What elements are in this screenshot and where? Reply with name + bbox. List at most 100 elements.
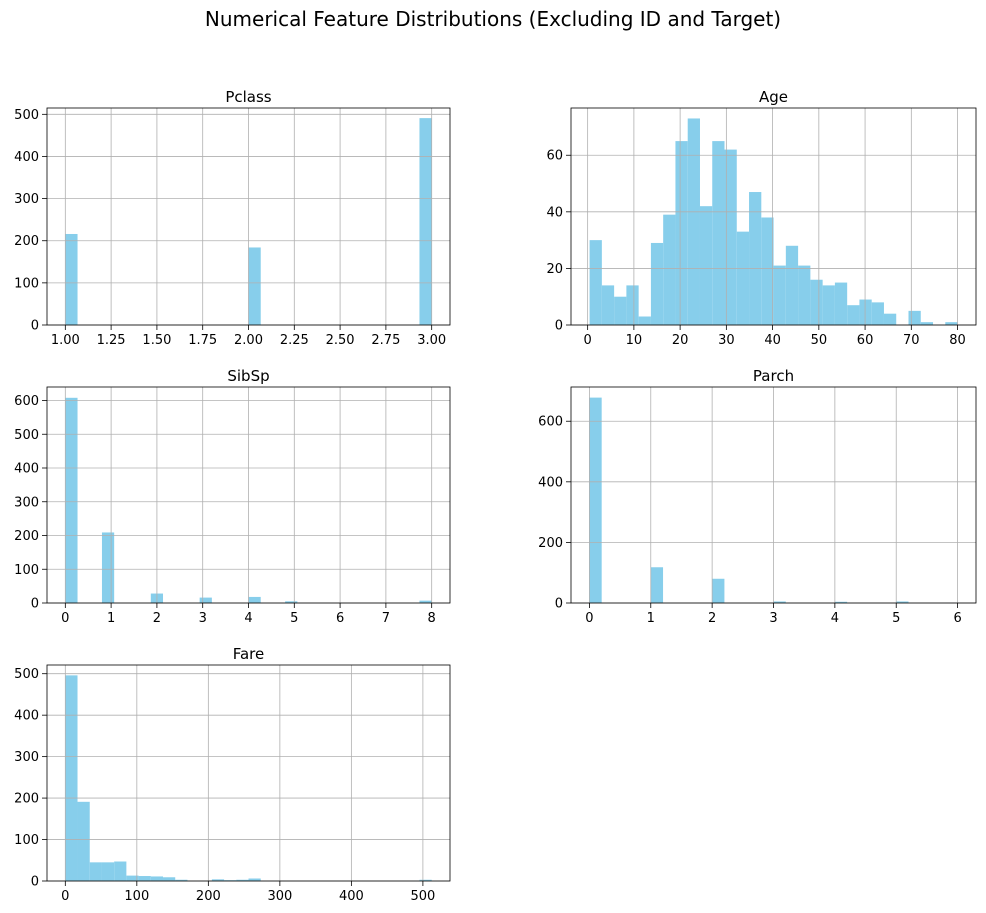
histogram-bar [638,316,651,325]
histogram-bar [126,875,139,881]
y-tick-label: 200 [14,234,39,249]
y-tick-label: 0 [31,875,39,890]
x-tick-label: 0 [585,611,593,626]
histogram-bar [908,310,921,325]
histogram-bar [248,878,261,881]
histogram-bar [834,601,848,603]
histogram-bar [810,279,823,325]
histogram-bar [699,206,713,325]
x-tick-label: 0 [61,611,69,626]
x-tick-label: 1.50 [142,333,171,348]
y-tick-label: 500 [14,108,39,123]
x-tick-label: 8 [428,611,436,626]
y-tick-label: 300 [14,192,39,207]
panel-title: SibSp [227,367,269,385]
x-tick-label: 40 [764,333,781,348]
histogram-bar [920,322,934,325]
histogram-bar [65,233,78,325]
histogram-bar [236,879,249,881]
histogram-bar [871,302,884,325]
y-tick-label: 300 [14,750,39,765]
x-tick-label: 0 [584,333,592,348]
x-tick-label: 6 [953,611,961,626]
histogram-bar [150,876,164,881]
histogram-bar [248,596,261,603]
histogram-bar [773,601,786,603]
histogram-bar [687,118,700,326]
x-tick-label: 4 [831,611,839,626]
histogram-bar [89,862,102,881]
figure-title: Numerical Feature Distributions (Excludi… [205,7,781,31]
x-tick-label: 500 [410,889,435,904]
x-tick-label: 3.00 [417,333,446,348]
histogram-bar [589,240,602,325]
histogram-bar [65,675,78,881]
panel-title: Pclass [225,88,271,106]
histogram-bar [419,600,432,603]
x-tick-label: 1.25 [97,333,126,348]
x-tick-label: 2 [153,611,161,626]
y-tick-label: 300 [14,495,39,510]
x-tick-label: 1.00 [51,333,80,348]
histogram-bar [785,245,799,325]
panel-title: Age [759,88,788,106]
histogram-bar [419,879,432,881]
histogram-bar [175,879,188,881]
histogram-bar [101,532,115,603]
histogram-bar [138,876,151,881]
x-tick-label: 200 [196,889,221,904]
histogram-bar [101,862,115,881]
x-tick-label: 0 [61,889,69,904]
histogram-bar [65,397,78,603]
x-tick-label: 60 [857,333,874,348]
histogram-bar [712,578,725,603]
y-tick-label: 400 [14,709,39,724]
y-tick-label: 600 [14,394,39,409]
x-tick-label: 1 [647,611,655,626]
y-tick-label: 200 [538,536,563,551]
histogram-bar [77,801,90,881]
y-tick-label: 500 [14,428,39,443]
x-tick-label: 5 [892,611,900,626]
x-tick-label: 2.00 [234,333,263,348]
x-tick-label: 1 [107,611,115,626]
y-tick-label: 100 [14,276,39,291]
y-tick-label: 60 [546,149,563,164]
x-tick-label: 6 [336,611,344,626]
histogram-bar [724,149,737,325]
x-tick-label: 7 [382,611,390,626]
y-tick-label: 400 [14,462,39,477]
x-tick-label: 4 [244,611,252,626]
x-tick-label: 50 [811,333,828,348]
histogram-bar [945,322,958,325]
y-tick-label: 600 [538,415,563,430]
x-tick-label: 70 [903,333,920,348]
histogram-bar [650,242,664,325]
histogram-bar [773,265,786,325]
histogram-age: 0 10 20 30 40 50 60 70 80 0 20 40 60 Age [546,88,977,348]
x-tick-label: 2 [708,611,716,626]
histogram-bar [626,285,639,325]
x-tick-label: 400 [339,889,364,904]
histogram-bar [601,285,615,325]
x-tick-label: 80 [949,333,966,348]
histogram-bar [761,217,774,325]
histogram-parch: 0 1 2 3 4 5 6 0 200 400 600 Parch [538,367,977,626]
axes-frame [46,664,451,882]
x-tick-label: 30 [718,333,735,348]
y-tick-label: 200 [14,792,39,807]
axes-frame [570,107,977,326]
y-tick-label: 100 [14,833,39,848]
x-tick-label: 1.75 [188,333,217,348]
panel-title: Fare [233,645,265,663]
y-tick-label: 400 [538,475,563,490]
histogram-bar [650,567,664,603]
x-tick-label: 2.25 [280,333,309,348]
histogram-sibsp: 0 1 2 3 4 5 6 7 8 0 100 200 300 400 500 600 SibSp [14,367,451,626]
y-tick-label: 0 [555,597,563,612]
histogram-bar [847,305,860,325]
x-tick-label: 20 [672,333,689,348]
x-tick-label: 2.50 [326,333,355,348]
histogram-pclass: 1.00 1.25 1.50 1.75 2.00 2.25 2.50 2.75 3.00 0 100… [14,88,451,348]
histogram-fare: 0 100 200 300 400 500 0 100 200 300 400 500 Fare [14,645,451,904]
